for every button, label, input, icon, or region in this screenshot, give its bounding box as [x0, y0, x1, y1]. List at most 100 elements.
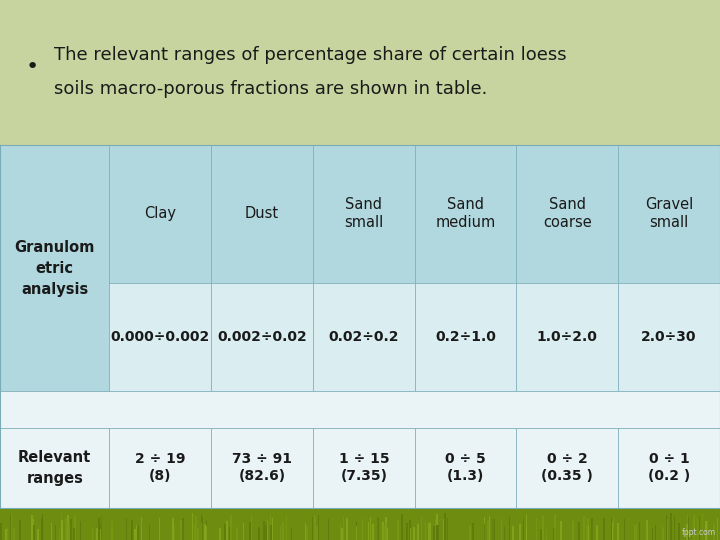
Bar	[536, 518, 537, 540]
Bar	[158, 518, 161, 540]
Bar	[55, 524, 56, 540]
Bar	[368, 522, 369, 540]
Bar	[230, 515, 232, 540]
Bar	[438, 525, 439, 540]
Bar	[11, 514, 12, 540]
Bar	[688, 517, 689, 540]
Bar	[413, 527, 415, 540]
Bar	[509, 517, 510, 540]
Bar	[667, 517, 668, 540]
Bar	[613, 517, 614, 540]
Bar	[693, 516, 695, 540]
Bar	[272, 518, 273, 540]
Bar	[516, 428, 618, 508]
Bar	[512, 526, 513, 540]
Bar	[37, 529, 39, 540]
Text: 0 ÷ 2
(0.35 ): 0 ÷ 2 (0.35 )	[541, 452, 593, 483]
Bar	[61, 519, 63, 540]
Bar	[646, 522, 647, 540]
Bar	[428, 523, 430, 540]
Bar	[384, 523, 387, 540]
Bar	[578, 525, 580, 540]
Bar	[181, 518, 184, 540]
Bar	[410, 520, 411, 540]
Bar	[0, 428, 109, 508]
Bar	[701, 513, 703, 540]
Bar	[9, 514, 11, 540]
Bar	[415, 145, 516, 282]
Bar	[224, 524, 225, 540]
Bar	[80, 521, 81, 540]
Bar	[220, 528, 221, 540]
Bar	[591, 517, 593, 540]
Bar	[603, 518, 605, 540]
Bar	[504, 527, 505, 540]
Bar	[436, 514, 438, 540]
Bar	[420, 517, 422, 540]
Bar	[694, 515, 695, 540]
Bar	[401, 514, 402, 540]
Bar	[313, 428, 415, 508]
Bar	[211, 145, 313, 282]
Text: 1 ÷ 15
(7.35): 1 ÷ 15 (7.35)	[338, 452, 389, 483]
Bar	[519, 524, 521, 540]
Bar	[713, 524, 715, 540]
Text: 0.000÷0.002: 0.000÷0.002	[111, 330, 210, 344]
Bar	[484, 524, 485, 540]
Bar	[131, 526, 132, 540]
Bar	[314, 516, 316, 540]
Bar	[578, 522, 580, 540]
Bar	[663, 528, 664, 540]
Bar	[667, 521, 668, 540]
Bar	[141, 529, 143, 540]
Bar	[384, 517, 387, 540]
Bar	[197, 528, 199, 540]
Bar	[195, 516, 197, 540]
Text: The relevant ranges of percentage share of certain loess: The relevant ranges of percentage share …	[54, 46, 567, 64]
Bar	[612, 522, 613, 540]
Bar	[435, 521, 436, 540]
Bar	[306, 526, 307, 540]
Bar	[444, 514, 446, 540]
Bar	[340, 523, 341, 540]
Bar	[469, 525, 471, 540]
Bar	[73, 528, 75, 540]
Bar	[0, 508, 720, 540]
Bar	[560, 522, 562, 540]
Bar	[109, 282, 211, 392]
Text: Clay: Clay	[144, 206, 176, 221]
Bar	[370, 516, 372, 540]
Bar	[717, 518, 719, 540]
Text: Gravel
small: Gravel small	[645, 197, 693, 231]
Bar	[235, 527, 238, 540]
Bar	[19, 519, 21, 540]
Bar	[492, 519, 495, 540]
Bar	[258, 528, 260, 540]
Bar	[487, 522, 489, 540]
Bar	[286, 515, 287, 540]
Bar	[111, 522, 112, 540]
Bar	[484, 517, 485, 540]
Bar	[698, 517, 700, 540]
Bar	[541, 516, 544, 540]
Bar	[243, 523, 244, 540]
Bar	[138, 525, 139, 540]
Bar	[618, 145, 720, 282]
Bar	[201, 526, 202, 540]
Bar	[183, 524, 184, 540]
Bar	[204, 524, 206, 540]
Bar	[68, 524, 70, 540]
Bar	[51, 523, 52, 540]
Text: Relevant
ranges: Relevant ranges	[18, 450, 91, 485]
Bar	[226, 521, 228, 540]
Bar	[587, 518, 589, 540]
Bar	[131, 520, 133, 540]
Bar	[540, 529, 541, 540]
Bar	[654, 525, 657, 540]
Bar	[618, 428, 720, 508]
Text: Sand
coarse: Sand coarse	[543, 197, 592, 231]
Bar	[6, 528, 9, 540]
Bar	[229, 528, 230, 540]
Bar	[377, 519, 378, 540]
Bar	[492, 519, 494, 540]
